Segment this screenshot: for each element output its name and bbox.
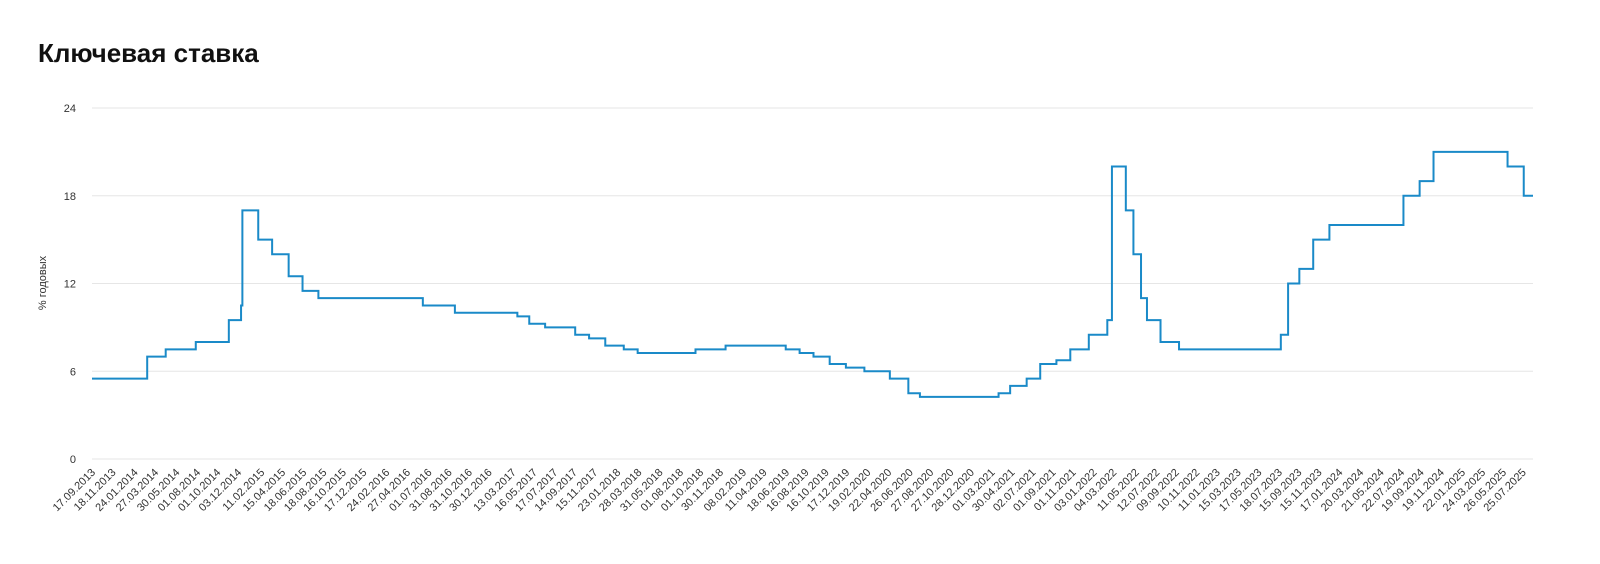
y-axis-label: % годовых	[37, 255, 49, 310]
y-tick-label: 0	[70, 454, 76, 466]
y-tick-label: 6	[70, 366, 76, 378]
chart-title: Ключевая ставка	[38, 38, 259, 68]
rate-line	[92, 150, 1533, 398]
y-tick-label: 24	[64, 103, 76, 115]
y-tick-label: 18	[64, 191, 76, 203]
y-tick-label: 12	[64, 279, 76, 291]
